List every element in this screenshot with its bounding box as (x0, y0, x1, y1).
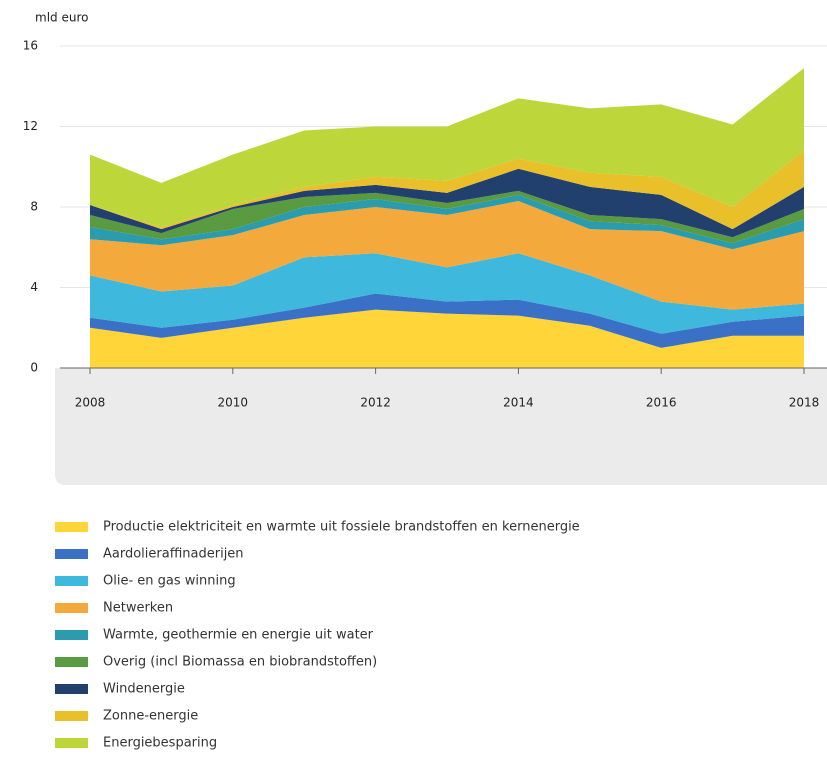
legend-swatch (55, 738, 88, 748)
y-tick-label: 12 (23, 119, 38, 133)
legend-swatch (55, 603, 88, 613)
area (90, 168, 804, 238)
y-tick-label: 4 (30, 280, 38, 294)
x-tick-label: 2014 (503, 396, 534, 410)
legend-swatch (55, 549, 88, 559)
y-tick-label: 16 (23, 39, 38, 53)
legend-swatch (55, 576, 88, 586)
legend-label: Zonne-energie (103, 709, 198, 724)
area (90, 150, 804, 230)
legend-swatch (55, 684, 88, 694)
area (90, 309, 804, 368)
legend-label: Aardolieraffinaderijen (103, 547, 244, 562)
legend-swatch (55, 522, 88, 532)
y-tick-label: 8 (30, 200, 38, 214)
legend-swatch (55, 711, 88, 721)
axis-band (55, 368, 827, 485)
legend-label: Warmte, geothermie en energie uit water (103, 628, 374, 643)
legend-label: Productie elektriciteit en warmte uit fo… (103, 520, 580, 535)
area (90, 200, 804, 310)
legend-label: Olie- en gas winning (103, 574, 236, 589)
legend-label: Netwerken (103, 601, 173, 616)
area (90, 194, 804, 250)
x-tick-label: 2010 (218, 396, 249, 410)
legend-label: Energiebesparing (103, 736, 217, 751)
x-tick-label: 2016 (646, 396, 677, 410)
x-tick-label: 2012 (360, 396, 391, 410)
x-tick-label: 2008 (75, 396, 106, 410)
y-tick-label: 0 (30, 361, 38, 375)
legend-swatch (55, 657, 88, 667)
area (90, 190, 804, 244)
x-tick-label: 2018 (789, 396, 820, 410)
area (90, 293, 804, 348)
legend-swatch (55, 630, 88, 640)
legend-label: Overig (incl Biomassa en biobrandstoffen… (103, 655, 377, 670)
area (90, 68, 804, 228)
y-axis-label: mld euro (35, 11, 88, 25)
area (90, 253, 804, 334)
legend-label: Windenergie (103, 682, 185, 697)
